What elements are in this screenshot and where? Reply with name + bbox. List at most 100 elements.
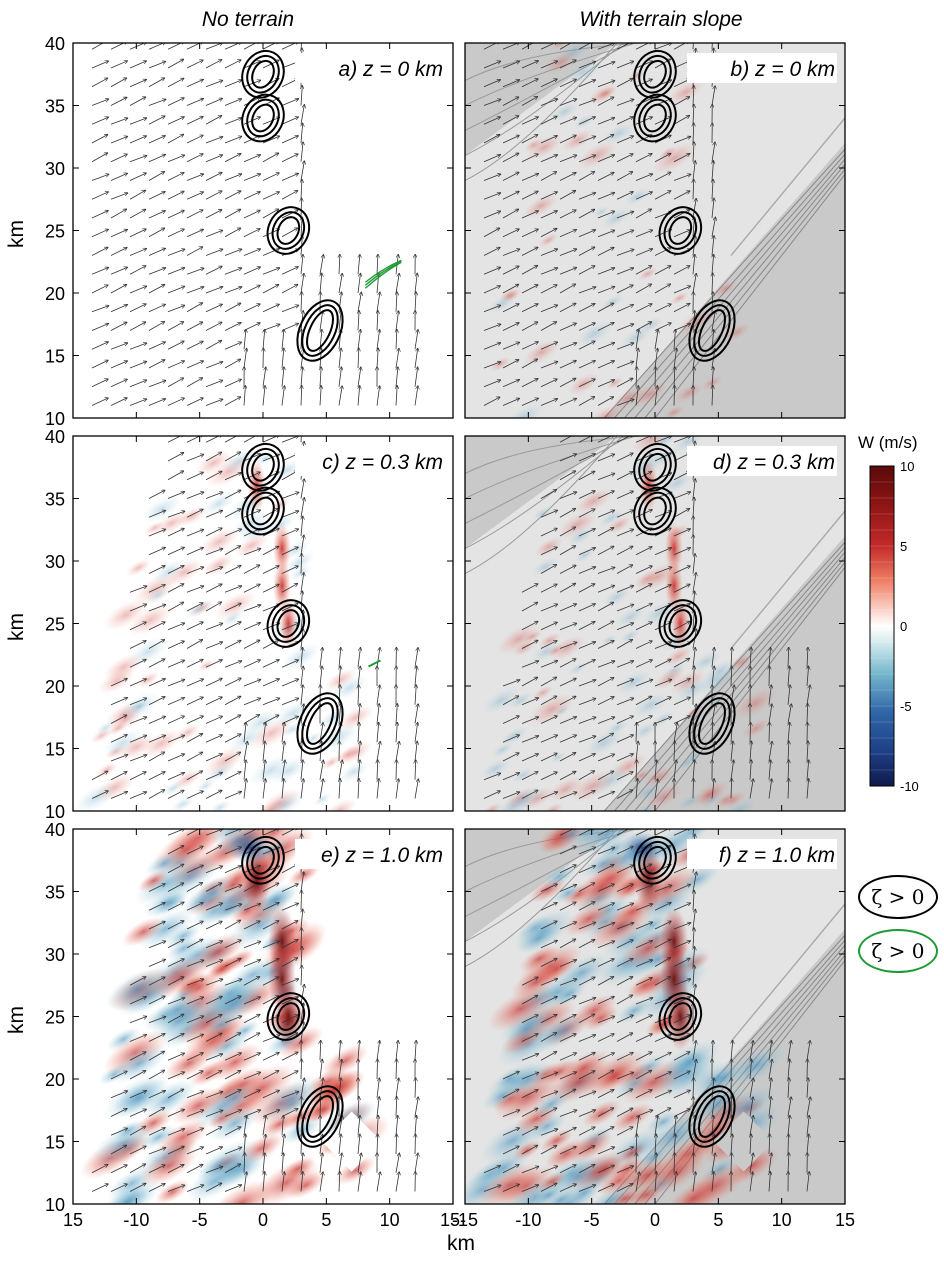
wind-vector — [578, 230, 596, 238]
wind-vector — [129, 698, 147, 706]
w-shading — [577, 141, 617, 169]
wind-vector — [559, 343, 577, 350]
wind-vector — [673, 230, 691, 238]
wind-vector — [148, 380, 166, 388]
wind-vector — [262, 367, 266, 387]
wind-vector — [376, 704, 379, 724]
wind-vector — [186, 492, 204, 499]
wind-vector — [224, 287, 242, 294]
wind-vector — [205, 230, 223, 238]
wind-vector — [167, 679, 185, 687]
y-tick-label: 15 — [45, 740, 65, 760]
wind-vector — [635, 329, 639, 350]
wind-vector — [521, 117, 538, 125]
w-shading — [338, 740, 373, 765]
wind-vector — [616, 136, 634, 144]
wind-vector — [377, 760, 378, 780]
wind-vector — [262, 679, 279, 687]
wind-vector — [148, 342, 165, 350]
wind-vector — [616, 61, 634, 69]
x-axis-label: km — [447, 1232, 475, 1255]
vorticity-contour — [693, 304, 731, 357]
wind-vector — [281, 43, 298, 50]
wind-vector — [395, 273, 399, 294]
w-shading — [674, 382, 703, 404]
wind-vector — [167, 547, 184, 556]
wind-vector — [91, 211, 108, 219]
wind-vector — [483, 193, 501, 200]
colorbar-tick-label: 10 — [900, 459, 914, 474]
wind-vector — [483, 324, 501, 331]
w-shading — [523, 193, 559, 219]
wind-vector — [578, 43, 595, 50]
wind-vector — [357, 292, 361, 312]
wind-vector — [301, 86, 302, 106]
wind-vector — [483, 267, 501, 275]
colorbar-tick-label: 0 — [900, 619, 907, 634]
wind-vector — [205, 697, 222, 706]
wind-vector — [578, 172, 595, 181]
wind-vector — [110, 755, 128, 762]
wind-vector — [301, 928, 302, 948]
wind-vector — [521, 265, 538, 275]
w-shading — [562, 129, 593, 152]
wind-vector — [129, 61, 147, 69]
wind-vector — [635, 322, 652, 331]
w-shading — [116, 691, 161, 723]
wind-vector — [616, 172, 633, 181]
wind-vector — [578, 99, 596, 106]
w-shading — [637, 267, 658, 281]
wind-vector — [559, 155, 577, 163]
wind-vector — [224, 60, 241, 69]
wind-vector — [578, 266, 595, 275]
wind-vector — [502, 209, 519, 219]
w-shading — [126, 559, 151, 577]
wind-vector — [395, 741, 399, 762]
wind-vector — [148, 529, 166, 537]
wind-vector — [377, 273, 379, 294]
wind-vector — [224, 678, 241, 687]
wind-vector — [616, 99, 634, 106]
panel-a — [73, 43, 453, 418]
wind-vector — [654, 329, 658, 350]
wind-vector — [395, 779, 399, 799]
wind-vector — [597, 211, 615, 219]
wind-vector — [186, 99, 204, 106]
wind-vector — [262, 229, 279, 238]
wind-vector — [186, 60, 203, 69]
wind-vector — [414, 273, 417, 294]
wind-vector — [540, 99, 558, 106]
wind-vector — [224, 209, 241, 219]
w-shading — [331, 674, 369, 701]
wind-vector — [129, 586, 147, 593]
wind-vector — [148, 697, 165, 706]
wind-vector — [301, 329, 302, 350]
wind-vector — [559, 284, 576, 294]
wind-vector — [502, 360, 519, 369]
wind-vector — [167, 492, 185, 499]
wind-vector — [616, 268, 634, 275]
wind-vector — [110, 118, 128, 125]
wind-vector — [91, 360, 108, 369]
wind-vector — [654, 284, 671, 294]
wind-vector — [262, 741, 265, 762]
wind-vector — [597, 303, 614, 313]
colorbar-tick-label: -10 — [900, 779, 919, 794]
wind-vector — [711, 217, 715, 237]
wind-vector — [224, 379, 241, 388]
wind-vector — [414, 329, 418, 350]
wind-vector — [129, 266, 146, 275]
wind-vector — [281, 117, 298, 125]
wind-vector — [415, 760, 416, 780]
wind-vector — [281, 547, 298, 556]
wind-vector — [205, 602, 222, 612]
wind-vector — [502, 153, 519, 163]
wind-vector — [559, 323, 576, 331]
panel-label-bg — [687, 53, 837, 83]
wind-vector — [578, 155, 596, 163]
wind-vector — [281, 154, 298, 163]
wind-vector — [674, 367, 675, 387]
wind-vector — [731, 1153, 732, 1173]
wind-vector — [357, 741, 360, 762]
